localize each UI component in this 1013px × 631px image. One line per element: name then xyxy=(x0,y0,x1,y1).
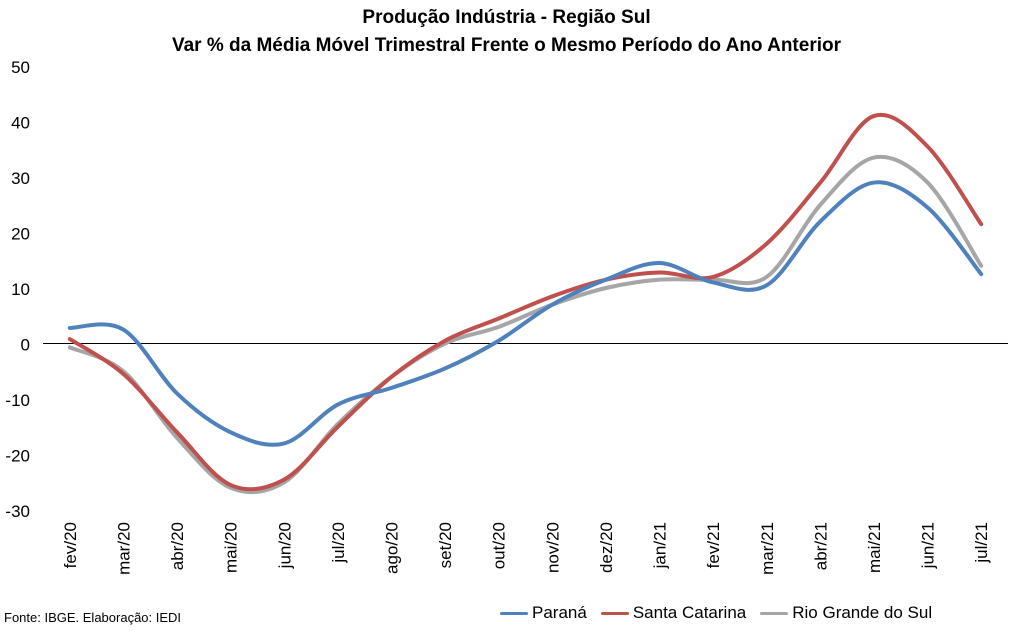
legend-swatch-santa-catarina xyxy=(600,611,629,615)
y-tick-label: -30 xyxy=(5,502,30,521)
x-tick-label: mar/21 xyxy=(758,522,777,575)
y-tick-label: -10 xyxy=(5,391,30,410)
series-line-rio-grande-do-sul xyxy=(67,154,984,495)
x-tick-label: nov/20 xyxy=(543,522,562,573)
chart-legend: Paraná Santa Catarina Rio Grande do Sul xyxy=(500,603,946,623)
x-tick-label: fev/20 xyxy=(61,522,80,568)
chart-subtitle: Var % da Média Móvel Trimestral Frente o… xyxy=(171,35,841,56)
legend-label-parana: Paraná xyxy=(532,603,587,622)
x-tick-label: jul/20 xyxy=(329,522,348,564)
source-note: Fonte: IBGE. Elaboração: IEDI xyxy=(4,610,182,625)
y-tick-label: -20 xyxy=(5,447,30,466)
x-tick-label: mai/21 xyxy=(865,522,884,573)
y-tick-label: 0 xyxy=(21,336,30,355)
series-line-santa-catarina xyxy=(67,112,984,492)
x-tick-label: out/20 xyxy=(490,522,509,569)
x-tick-label: set/20 xyxy=(436,522,455,568)
legend-label-santa-catarina: Santa Catarina xyxy=(632,603,747,622)
x-tick-label: jun/20 xyxy=(275,522,294,569)
series-line-parana xyxy=(67,180,984,447)
legend-item-parana: Paraná xyxy=(500,603,587,623)
x-tick-label: ago/20 xyxy=(382,522,401,574)
x-tick-label: abr/21 xyxy=(811,522,830,570)
x-tick-label: jan/21 xyxy=(651,522,670,569)
y-tick-label: 20 xyxy=(11,225,30,244)
legend-item-santa-catarina: Santa Catarina xyxy=(600,603,747,623)
y-tick-label: 50 xyxy=(11,58,30,77)
y-tick-label: 40 xyxy=(11,114,30,133)
legend-swatch-rio-grande-do-sul xyxy=(760,611,789,615)
legend-swatch-parana xyxy=(500,611,528,615)
x-tick-label: mai/20 xyxy=(222,522,241,573)
x-tick-label: mar/20 xyxy=(114,522,133,575)
legend-label-rio-grande-do-sul: Rio Grande do Sul xyxy=(792,603,933,622)
x-tick-label: fev/21 xyxy=(704,522,723,568)
chart-title: Produção Indústria - Região Sul xyxy=(362,7,651,28)
y-tick-label: 10 xyxy=(11,280,30,299)
x-tick-label: abr/20 xyxy=(168,522,187,570)
x-tick-label: jul/21 xyxy=(972,522,991,564)
y-tick-label: 30 xyxy=(11,169,30,188)
x-tick-label: dez/20 xyxy=(597,522,616,573)
legend-item-rio-grande-do-sul: Rio Grande do Sul xyxy=(760,603,932,623)
x-tick-label: jun/21 xyxy=(919,522,938,569)
